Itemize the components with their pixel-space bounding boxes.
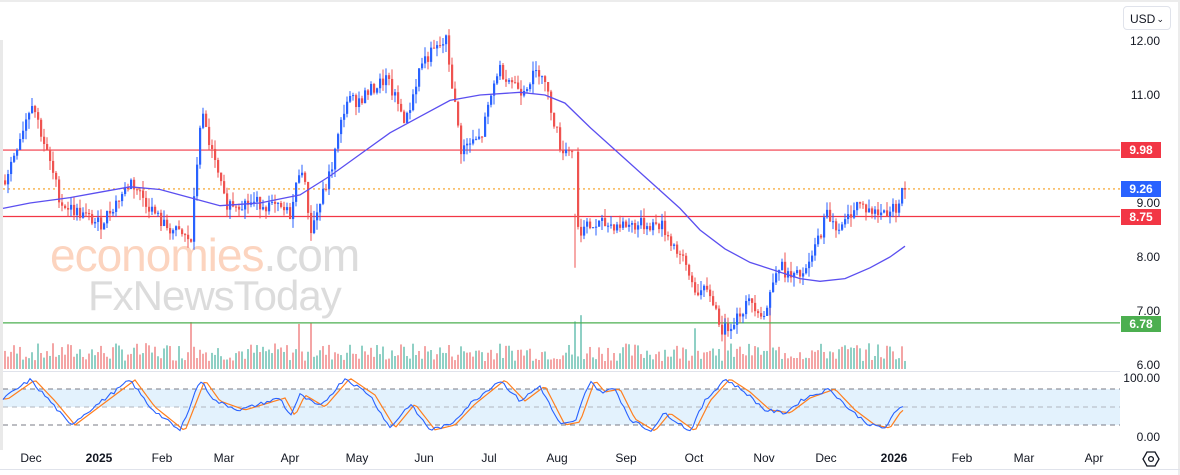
price-tick-8: 8.00: [1136, 250, 1160, 264]
watermark-fxnewstoday: FxNewsToday: [88, 272, 342, 319]
right-border: [1178, 0, 1180, 475]
time-label-jun-2025: Jun: [414, 451, 434, 465]
time-axis-separator: [0, 469, 1180, 470]
top-border: [0, 0, 1180, 2]
watermark-economies: economies.com: [50, 228, 360, 282]
currency-label: USD: [1130, 12, 1156, 26]
time-label-oct-2025: Oct: [684, 451, 704, 465]
oscillator-tick-100: 100.00: [1123, 371, 1160, 385]
time-label-2026: 2026: [880, 451, 908, 465]
left-border: [0, 40, 3, 450]
support-price-tag-upper[interactable]: 8.75: [1121, 209, 1161, 225]
pane-separator[interactable]: [3, 371, 1120, 372]
price-tick-9: 9.00: [1136, 196, 1160, 210]
time-label-mar-2025: Mar: [213, 451, 235, 465]
oscillator-tick-0: 0.00: [1136, 430, 1160, 444]
time-label-feb-2025: Feb: [151, 451, 173, 465]
time-label-nov-2025: Nov: [753, 451, 775, 465]
price-tick-12: 12.00: [1129, 34, 1160, 48]
time-label-mar-2026: Mar: [1013, 451, 1035, 465]
currency-selector[interactable]: USD ⌄: [1123, 6, 1171, 30]
price-tick-6: 6.00: [1136, 358, 1160, 372]
watermark-text-main: economies: [50, 229, 264, 281]
time-label-feb-2026: Feb: [951, 451, 973, 465]
resistance-price-tag[interactable]: 9.98: [1121, 142, 1161, 158]
last-price-tag[interactable]: 9.26: [1121, 181, 1161, 197]
time-label-aug-2025: Aug: [546, 451, 568, 465]
time-label-dec-2024: Dec: [20, 451, 42, 465]
time-label-dec-2025: Dec: [815, 451, 837, 465]
time-label-sep-2025: Sep: [615, 451, 637, 465]
support-price-tag-lower[interactable]: 6.78: [1121, 316, 1161, 332]
price-tick-7: 7.00: [1136, 304, 1160, 318]
time-label-jul-2025: Jul: [481, 451, 497, 465]
price-tick-11: 11.00: [1130, 88, 1160, 102]
chevron-down-icon: ⌄: [1156, 14, 1164, 24]
time-label-apr-2025: Apr: [280, 451, 300, 465]
time-label-apr-2026: Apr: [1084, 451, 1104, 465]
gear-hexagon-icon[interactable]: [1142, 450, 1160, 468]
watermark-text-suffix: .com: [263, 229, 360, 281]
time-label-may-2025: May: [345, 451, 369, 465]
time-label-2025: 2025: [85, 451, 113, 465]
